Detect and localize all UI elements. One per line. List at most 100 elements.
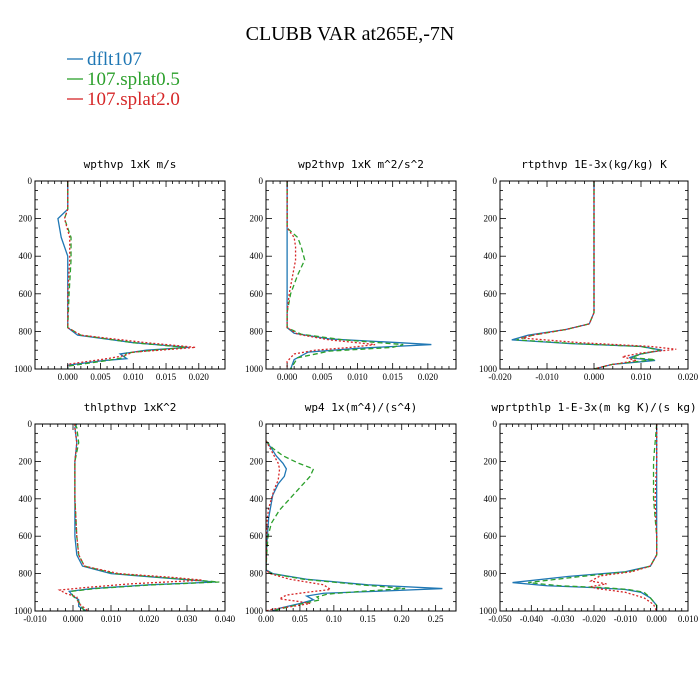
series-line-0 — [512, 424, 658, 611]
legend: dflt107 107.splat0.5 107.splat2.0 — [67, 49, 180, 110]
x-tick-label: 0.005 — [90, 372, 111, 382]
panel-title: thlpthvp 1xK^2 — [84, 401, 177, 414]
x-tick-label: 0.000 — [63, 614, 84, 624]
y-tick-label: 400 — [19, 494, 33, 504]
panel-3: thlpthvp 1xK^2 0 200 400 600 800 1000-0.010 0.0… — [14, 401, 236, 624]
series-line-1 — [528, 424, 658, 611]
y-tick-label: 800 — [484, 326, 498, 336]
panel-2: rtpthvp 1E-3x(kg/kg) K 0 200 400 600 800 1000-… — [479, 158, 699, 382]
x-tick-label: 0.05 — [292, 614, 308, 624]
series-line-2 — [521, 181, 677, 369]
series-line-2 — [588, 424, 658, 611]
legend-label: dflt107 — [87, 49, 142, 70]
panel-title: wprtpthlp 1-E-3x(m kg K)/(s kg) — [491, 401, 696, 414]
series-line-0 — [286, 181, 432, 369]
y-tick-label: 1000 — [479, 364, 498, 374]
y-tick-label: 600 — [19, 531, 33, 541]
y-tick-label: 400 — [250, 251, 264, 261]
y-tick-label: 600 — [484, 531, 498, 541]
legend-label: 107.splat2.0 — [87, 89, 180, 110]
y-tick-label: 600 — [19, 289, 33, 299]
y-tick-label: 200 — [250, 214, 264, 224]
y-tick-label: 0 — [28, 176, 33, 186]
x-tick-label: -0.030 — [551, 614, 575, 624]
y-tick-label: 0 — [28, 419, 33, 429]
x-tick-label: 0.010 — [123, 372, 144, 382]
y-tick-label: 400 — [19, 251, 33, 261]
panel-1: wp2thvp 1xK m^2/s^2 0 200 400 600 800 1000 0.00… — [245, 158, 457, 382]
y-tick-label: 200 — [250, 456, 264, 466]
y-tick-label: 1000 — [245, 364, 264, 374]
series-line-2 — [57, 424, 203, 611]
y-tick-label: 200 — [484, 456, 498, 466]
y-tick-label: 600 — [484, 289, 498, 299]
x-tick-label: -0.020 — [582, 614, 606, 624]
plot-frame — [265, 423, 457, 612]
x-tick-label: 0.015 — [156, 372, 177, 382]
legend-label: 107.splat0.5 — [87, 69, 180, 90]
x-tick-label: 0.020 — [678, 372, 699, 382]
x-tick-label: 0.005 — [312, 372, 333, 382]
x-tick-label: 0.020 — [139, 614, 160, 624]
panel-title: wp4 1x(m^4)/(s^4) — [305, 401, 418, 414]
x-tick-label: 0.000 — [58, 372, 79, 382]
panel-5: wprtpthlp 1-E-3x(m kg K)/(s kg) 0 200 400 60… — [479, 401, 699, 624]
x-tick-label: -0.010 — [23, 614, 47, 624]
y-tick-label: 800 — [250, 326, 264, 336]
y-tick-label: 400 — [484, 494, 498, 504]
x-tick-label: 0.10 — [326, 614, 342, 624]
series-line-0 — [57, 181, 190, 369]
x-tick-label: 0.000 — [647, 614, 668, 624]
series-line-2 — [266, 440, 333, 611]
y-tick-label: 800 — [250, 569, 264, 579]
series-line-1 — [63, 181, 186, 369]
y-tick-label: 800 — [19, 326, 33, 336]
y-tick-label: 1000 — [479, 606, 498, 616]
y-tick-label: 600 — [250, 289, 264, 299]
y-tick-label: 400 — [250, 494, 264, 504]
legend-entry-splat2-0: 107.splat2.0 — [67, 89, 180, 110]
y-tick-label: 0 — [259, 419, 264, 429]
y-tick-label: 200 — [19, 456, 33, 466]
x-tick-label: 0.020 — [189, 372, 210, 382]
y-tick-label: 600 — [250, 531, 264, 541]
y-tick-label: 1000 — [14, 606, 33, 616]
y-tick-label: 200 — [19, 214, 33, 224]
y-tick-label: 400 — [484, 251, 498, 261]
x-tick-label: -0.040 — [520, 614, 544, 624]
panel-0: wpthvp 1xK m/s 0 200 400 600 800 1000 0.000 0.00… — [14, 158, 226, 382]
x-tick-label: -0.050 — [488, 614, 512, 624]
x-tick-label: 0.000 — [277, 372, 298, 382]
y-tick-label: 200 — [484, 214, 498, 224]
panel-title: wpthvp 1xK m/s — [84, 158, 177, 171]
x-tick-label: 0.20 — [394, 614, 410, 624]
x-tick-label: 0.040 — [215, 614, 236, 624]
panel-title: rtpthvp 1E-3x(kg/kg) K — [521, 158, 667, 171]
x-tick-label: 0.000 — [584, 372, 605, 382]
legend-entry-splat0-5: 107.splat0.5 — [67, 69, 180, 90]
x-tick-label: 0.020 — [418, 372, 439, 382]
x-tick-label: 0.015 — [383, 372, 404, 382]
y-tick-label: 0 — [259, 176, 264, 186]
x-tick-label: -0.020 — [488, 372, 512, 382]
series-line-1 — [516, 181, 660, 369]
y-tick-label: 1000 — [245, 606, 264, 616]
legend-entry-dflt107: dflt107 — [67, 49, 142, 70]
x-tick-label: -0.010 — [614, 614, 638, 624]
x-tick-label: 0.030 — [177, 614, 198, 624]
x-tick-label: 0.00 — [258, 614, 274, 624]
series-line-2 — [63, 181, 196, 369]
x-tick-label: 0.25 — [428, 614, 444, 624]
y-tick-label: 1000 — [14, 364, 33, 374]
series-line-0 — [266, 440, 443, 611]
series-line-2 — [286, 181, 376, 369]
y-tick-label: 0 — [493, 176, 498, 186]
x-tick-label: 0.15 — [360, 614, 376, 624]
x-tick-label: 0.010 — [631, 372, 652, 382]
panel-title: wp2thvp 1xK m^2/s^2 — [298, 158, 424, 171]
x-tick-label: 0.010 — [347, 372, 368, 382]
figure-title: CLUBB VAR at265E,-7N — [246, 23, 455, 45]
